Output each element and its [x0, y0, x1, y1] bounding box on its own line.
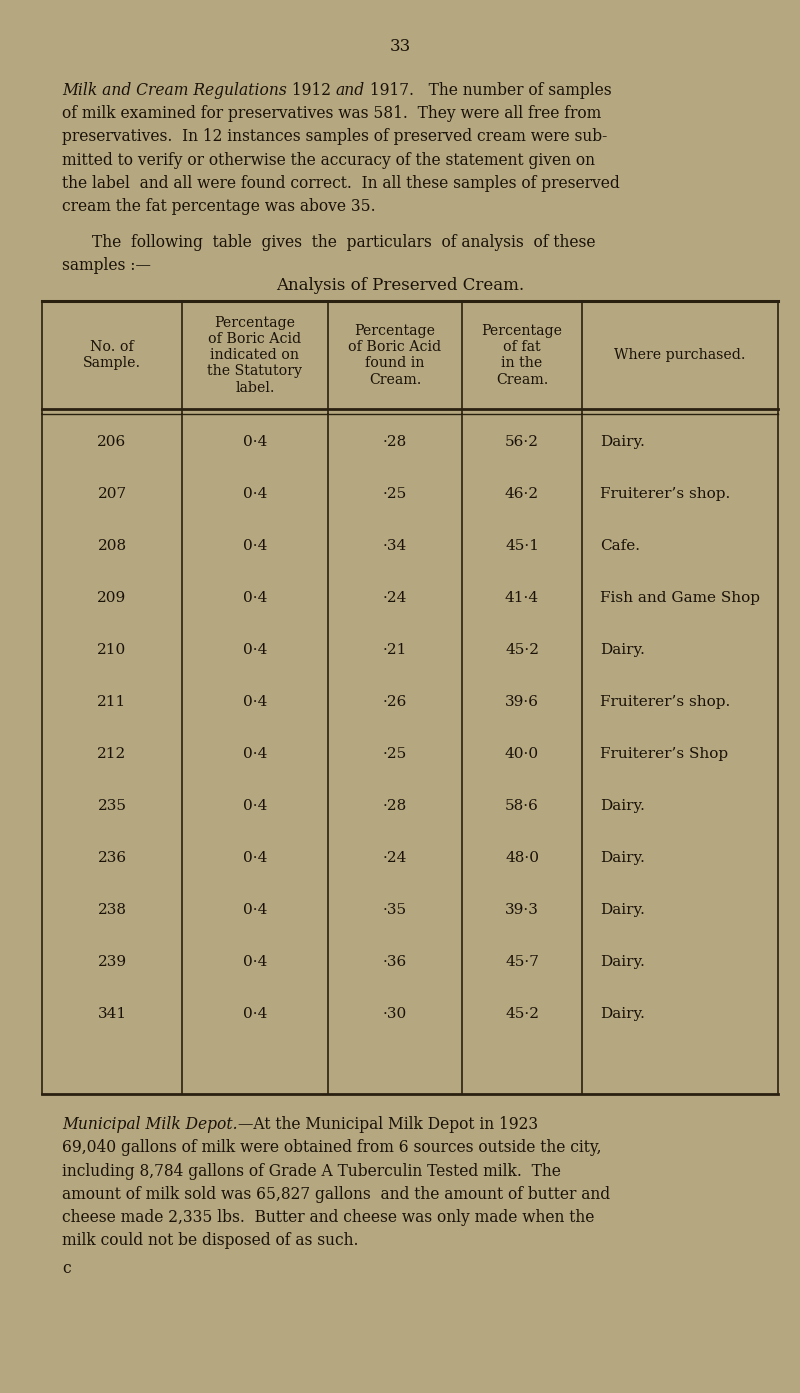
Text: 58·6: 58·6 — [505, 800, 539, 814]
Text: Fish and Game Shop: Fish and Game Shop — [600, 591, 760, 605]
Text: 45·1: 45·1 — [505, 539, 539, 553]
Text: ·30: ·30 — [383, 1007, 407, 1021]
Text: No. of
Sample.: No. of Sample. — [83, 340, 141, 371]
Text: 33: 33 — [390, 38, 410, 54]
Text: 235: 235 — [98, 800, 126, 814]
Text: 0·4: 0·4 — [243, 800, 267, 814]
Text: 45·2: 45·2 — [505, 1007, 539, 1021]
Text: 48·0: 48·0 — [505, 851, 539, 865]
Text: preservatives.  In 12 instances samples of preserved cream were sub-: preservatives. In 12 instances samples o… — [62, 128, 607, 145]
Text: including 8,784 gallons of Grade A Tuberculin Tested milk.  The: including 8,784 gallons of Grade A Tuber… — [62, 1163, 561, 1180]
Text: Percentage
of Boric Acid
found in
Cream.: Percentage of Boric Acid found in Cream. — [349, 325, 442, 386]
Text: 46·2: 46·2 — [505, 488, 539, 501]
Text: milk could not be disposed of as such.: milk could not be disposed of as such. — [62, 1233, 358, 1250]
Text: cheese made 2,335 lbs.  Butter and cheese was only made when the: cheese made 2,335 lbs. Butter and cheese… — [62, 1209, 594, 1226]
Text: 56·2: 56·2 — [505, 435, 539, 449]
Text: ·28: ·28 — [383, 800, 407, 814]
Text: the label  and all were found correct.  In all these samples of preserved: the label and all were found correct. In… — [62, 174, 620, 192]
Text: 0·4: 0·4 — [243, 903, 267, 917]
Text: 210: 210 — [98, 644, 126, 657]
Text: 45·7: 45·7 — [505, 956, 539, 970]
Text: 206: 206 — [98, 435, 126, 449]
Text: Fruiterer’s shop.: Fruiterer’s shop. — [600, 488, 730, 501]
Text: 208: 208 — [98, 539, 126, 553]
Text: of milk examined for preservatives was 581.  They were all free from: of milk examined for preservatives was 5… — [62, 106, 602, 123]
Text: ·21: ·21 — [383, 644, 407, 657]
Text: ·25: ·25 — [383, 488, 407, 501]
Text: 1912: 1912 — [287, 82, 336, 99]
Text: 211: 211 — [98, 695, 126, 709]
Text: samples :—: samples :— — [62, 258, 151, 274]
Text: 209: 209 — [98, 591, 126, 605]
Text: 0·4: 0·4 — [243, 695, 267, 709]
Text: Percentage
of fat
in the
Cream.: Percentage of fat in the Cream. — [482, 325, 562, 386]
Text: ·28: ·28 — [383, 435, 407, 449]
Text: Cafe.: Cafe. — [600, 539, 640, 553]
Text: Dairy.: Dairy. — [600, 800, 645, 814]
Text: Fruiterer’s shop.: Fruiterer’s shop. — [600, 695, 730, 709]
Text: 0·4: 0·4 — [243, 435, 267, 449]
Text: mitted to verify or otherwise the accuracy of the statement given on: mitted to verify or otherwise the accura… — [62, 152, 595, 169]
Text: 239: 239 — [98, 956, 126, 970]
Text: ·35: ·35 — [383, 903, 407, 917]
Text: 0·4: 0·4 — [243, 539, 267, 553]
Text: Dairy.: Dairy. — [600, 644, 645, 657]
Text: The  following  table  gives  the  particulars  of analysis  of these: The following table gives the particular… — [92, 234, 595, 251]
Text: 39·6: 39·6 — [505, 695, 539, 709]
Text: 0·4: 0·4 — [243, 644, 267, 657]
Text: 39·3: 39·3 — [505, 903, 539, 917]
Text: ·26: ·26 — [383, 695, 407, 709]
Text: 341: 341 — [98, 1007, 126, 1021]
Text: Dairy.: Dairy. — [600, 903, 645, 917]
Text: —At the Municipal Milk Depot in 1923: —At the Municipal Milk Depot in 1923 — [238, 1116, 538, 1134]
Text: 45·2: 45·2 — [505, 644, 539, 657]
Text: 1917.   The number of samples: 1917. The number of samples — [365, 82, 611, 99]
Text: 212: 212 — [98, 747, 126, 761]
Text: 238: 238 — [98, 903, 126, 917]
Text: cream the fat percentage was above 35.: cream the fat percentage was above 35. — [62, 198, 376, 215]
Text: and: and — [336, 82, 365, 99]
Text: Municipal Milk Depot.: Municipal Milk Depot. — [62, 1116, 238, 1134]
Text: 0·4: 0·4 — [243, 591, 267, 605]
Text: 0·4: 0·4 — [243, 747, 267, 761]
Text: ·25: ·25 — [383, 747, 407, 761]
Text: ·24: ·24 — [383, 591, 407, 605]
Text: Milk and Cream Regulations: Milk and Cream Regulations — [62, 82, 287, 99]
Text: c: c — [62, 1261, 70, 1277]
Text: 0·4: 0·4 — [243, 851, 267, 865]
Text: ·24: ·24 — [383, 851, 407, 865]
Text: Dairy.: Dairy. — [600, 435, 645, 449]
Text: 41·4: 41·4 — [505, 591, 539, 605]
Text: 0·4: 0·4 — [243, 1007, 267, 1021]
Text: amount of milk sold was 65,827 gallons  and the amount of butter and: amount of milk sold was 65,827 gallons a… — [62, 1185, 610, 1204]
Text: Where purchased.: Where purchased. — [614, 348, 746, 362]
Text: 40·0: 40·0 — [505, 747, 539, 761]
Text: Dairy.: Dairy. — [600, 1007, 645, 1021]
Text: 69,040 gallons of milk were obtained from 6 sources outside the city,: 69,040 gallons of milk were obtained fro… — [62, 1139, 602, 1156]
Text: Fruiterer’s Shop: Fruiterer’s Shop — [600, 747, 728, 761]
Text: Percentage
of Boric Acid
indicated on
the Statutory
label.: Percentage of Boric Acid indicated on th… — [207, 316, 302, 394]
Text: 0·4: 0·4 — [243, 956, 267, 970]
Text: 0·4: 0·4 — [243, 488, 267, 501]
Text: ·34: ·34 — [383, 539, 407, 553]
Text: ·36: ·36 — [383, 956, 407, 970]
Text: Analysis of Preserved Cream.: Analysis of Preserved Cream. — [276, 277, 524, 294]
Text: Dairy.: Dairy. — [600, 956, 645, 970]
Text: Dairy.: Dairy. — [600, 851, 645, 865]
Text: 236: 236 — [98, 851, 126, 865]
Text: 207: 207 — [98, 488, 126, 501]
